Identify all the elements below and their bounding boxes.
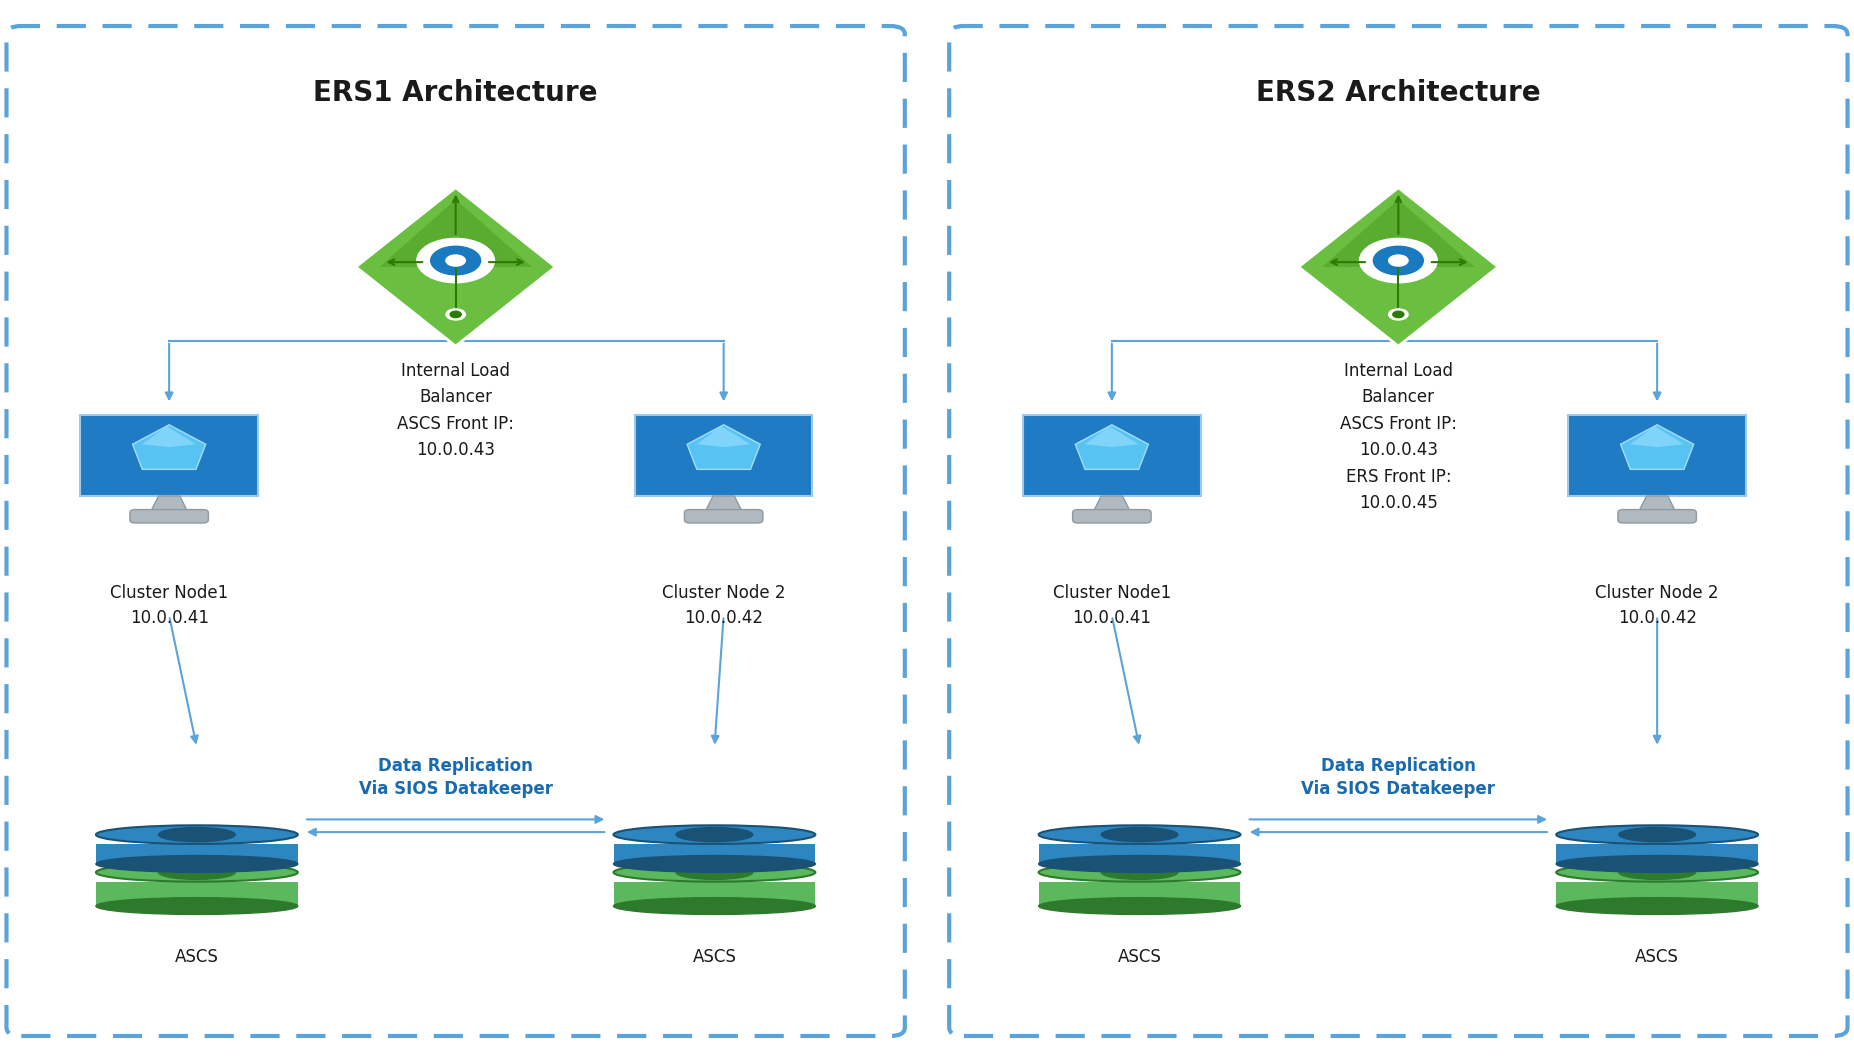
Polygon shape [1620,425,1695,469]
Text: Cluster Node1
10.0.0.41: Cluster Node1 10.0.0.41 [1053,584,1172,627]
Text: ERS2 Architecture: ERS2 Architecture [1255,79,1541,106]
Text: Cluster Node1
10.0.0.41: Cluster Node1 10.0.0.41 [109,584,228,627]
Circle shape [1392,311,1403,318]
Ellipse shape [1038,863,1240,881]
FancyBboxPatch shape [1023,415,1201,496]
Polygon shape [96,881,298,906]
Text: Internal Load
Balancer
ASCS Front IP:
10.0.0.43
ERS Front IP:
10.0.0.45: Internal Load Balancer ASCS Front IP: 10… [1340,362,1457,512]
Polygon shape [1630,426,1683,447]
Polygon shape [1085,426,1138,447]
Ellipse shape [614,856,816,872]
Text: ASCS: ASCS [1635,948,1680,966]
Circle shape [430,246,480,275]
FancyBboxPatch shape [1619,510,1696,523]
Text: Data Replication
Via SIOS Datakeeper: Data Replication Via SIOS Datakeeper [1302,757,1496,799]
FancyBboxPatch shape [1568,415,1746,496]
Circle shape [1374,246,1424,275]
Polygon shape [150,496,189,514]
Polygon shape [356,188,556,346]
Ellipse shape [1038,897,1240,914]
Text: ASCS: ASCS [693,948,736,966]
Ellipse shape [614,897,816,914]
Polygon shape [380,200,532,267]
Ellipse shape [1038,825,1240,844]
Ellipse shape [158,827,235,842]
Polygon shape [1075,425,1148,469]
Text: Internal Load
Balancer
ASCS Front IP:
10.0.0.43: Internal Load Balancer ASCS Front IP: 10… [397,362,514,459]
Ellipse shape [1619,827,1696,842]
Circle shape [447,255,465,267]
Ellipse shape [1101,866,1177,879]
Polygon shape [1556,844,1758,863]
Ellipse shape [1556,825,1758,844]
Text: Cluster Node 2
10.0.0.42: Cluster Node 2 10.0.0.42 [662,584,786,627]
Polygon shape [614,844,816,863]
Polygon shape [1556,881,1758,906]
Circle shape [1389,309,1407,320]
Circle shape [1389,255,1407,267]
Ellipse shape [614,825,816,844]
Circle shape [451,311,462,318]
FancyBboxPatch shape [684,510,764,523]
Polygon shape [143,426,197,447]
Ellipse shape [677,827,753,842]
FancyBboxPatch shape [1073,510,1151,523]
Ellipse shape [96,825,298,844]
Text: Cluster Node 2
10.0.0.42: Cluster Node 2 10.0.0.42 [1596,584,1719,627]
Ellipse shape [614,863,816,881]
Polygon shape [1092,496,1131,514]
FancyBboxPatch shape [130,510,208,523]
Ellipse shape [96,897,298,914]
Ellipse shape [158,866,235,879]
Circle shape [417,238,495,282]
Circle shape [447,309,465,320]
Ellipse shape [1556,856,1758,872]
FancyBboxPatch shape [634,415,812,496]
Polygon shape [1038,881,1240,906]
Polygon shape [1298,188,1498,346]
Ellipse shape [1101,827,1177,842]
Polygon shape [1637,496,1676,514]
Polygon shape [96,844,298,863]
Polygon shape [688,425,760,469]
Polygon shape [697,426,751,447]
FancyBboxPatch shape [80,415,258,496]
Polygon shape [1322,200,1474,267]
Ellipse shape [96,863,298,881]
Text: ASCS: ASCS [174,948,219,966]
Ellipse shape [1619,866,1696,879]
Polygon shape [614,881,816,906]
Ellipse shape [96,856,298,872]
Text: ERS1 Architecture: ERS1 Architecture [313,79,597,106]
Circle shape [1359,238,1437,282]
Text: ASCS: ASCS [1118,948,1161,966]
Polygon shape [705,496,743,514]
Text: Data Replication
Via SIOS Datakeeper: Data Replication Via SIOS Datakeeper [358,757,552,799]
Polygon shape [1038,844,1240,863]
Ellipse shape [1556,897,1758,914]
Ellipse shape [1038,856,1240,872]
Polygon shape [132,425,206,469]
Ellipse shape [1556,863,1758,881]
Ellipse shape [677,866,753,879]
